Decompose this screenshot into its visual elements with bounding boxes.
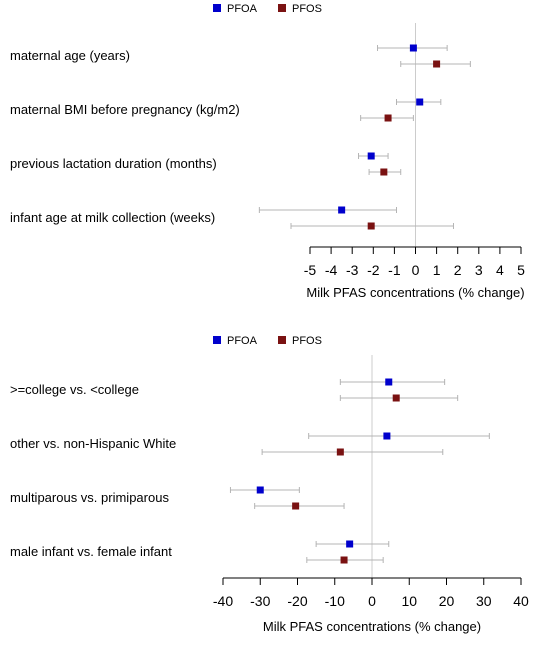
x-tick-label: -1: [388, 262, 401, 278]
category-label: male infant vs. female infant: [10, 544, 172, 559]
point-estimate-pfos: [292, 502, 300, 510]
forest-plot-panel-2: PFOA PFOS >=college vs. <college other vs. …: [10, 335, 529, 634]
category-label: maternal age (years): [10, 48, 130, 63]
x-axis-label: Milk PFAS concentrations (% change): [263, 619, 481, 634]
legend-label-pfoa: PFOA: [227, 3, 258, 15]
x-tick-label: 20: [439, 593, 455, 609]
point-estimate-pfoa: [256, 486, 264, 494]
legend-swatch-pfoa: [213, 4, 221, 12]
x-tick-label: -20: [287, 593, 307, 609]
x-tick-label: 30: [476, 593, 492, 609]
x-tick-label: -30: [250, 593, 270, 609]
x-tick-label: -40: [213, 593, 233, 609]
legend-swatch-pfoa: [213, 336, 221, 344]
point-estimate-pfos: [433, 60, 441, 68]
category-label: >=college vs. <college: [10, 382, 139, 397]
x-tick-label: 2: [454, 262, 462, 278]
category-label: infant age at milk collection (weeks): [10, 210, 215, 225]
x-tick-label: 4: [496, 262, 504, 278]
x-axis-label: Milk PFAS concentrations (% change): [306, 285, 524, 300]
forest-plot-panel-1: PFOA PFOS maternal age (years) maternal BMI…: [10, 3, 525, 300]
category-label: previous lactation duration (months): [10, 156, 217, 171]
x-tick-label: -3: [346, 262, 359, 278]
x-tick-label: 1: [433, 262, 441, 278]
legend-label-pfos: PFOS: [292, 3, 322, 15]
point-estimate-pfoa: [367, 152, 375, 160]
point-estimate-pfos: [340, 556, 348, 564]
x-tick-label: 10: [401, 593, 417, 609]
point-estimate-pfoa: [385, 378, 393, 386]
x-tick-label: -2: [367, 262, 380, 278]
x-tick-label: -10: [325, 593, 345, 609]
x-tick-label: -4: [325, 262, 338, 278]
legend-label-pfoa: PFOA: [227, 335, 258, 347]
x-tick-label: 3: [475, 262, 483, 278]
point-estimate-pfoa: [416, 98, 424, 106]
x-tick-label: 40: [513, 593, 529, 609]
point-estimate-pfos: [392, 394, 400, 402]
legend-label-pfos: PFOS: [292, 335, 322, 347]
legend-swatch-pfos: [278, 4, 286, 12]
point-estimate-pfoa: [346, 540, 354, 548]
point-estimate-pfoa: [409, 44, 417, 52]
point-estimate-pfos: [380, 168, 388, 176]
point-estimate-pfoa: [383, 432, 391, 440]
category-label: other vs. non-Hispanic White: [10, 436, 176, 451]
x-tick-label: 0: [368, 593, 376, 609]
point-estimate-pfos: [336, 448, 344, 456]
x-tick-label: 0: [412, 262, 420, 278]
point-estimate-pfos: [367, 222, 375, 230]
x-tick-label: -5: [304, 262, 317, 278]
x-tick-label: 5: [517, 262, 525, 278]
legend-swatch-pfos: [278, 336, 286, 344]
category-label: maternal BMI before pregnancy (kg/m2): [10, 102, 240, 117]
category-label: multiparous vs. primiparous: [10, 490, 169, 505]
point-estimate-pfoa: [338, 206, 346, 214]
point-estimate-pfos: [384, 114, 392, 122]
